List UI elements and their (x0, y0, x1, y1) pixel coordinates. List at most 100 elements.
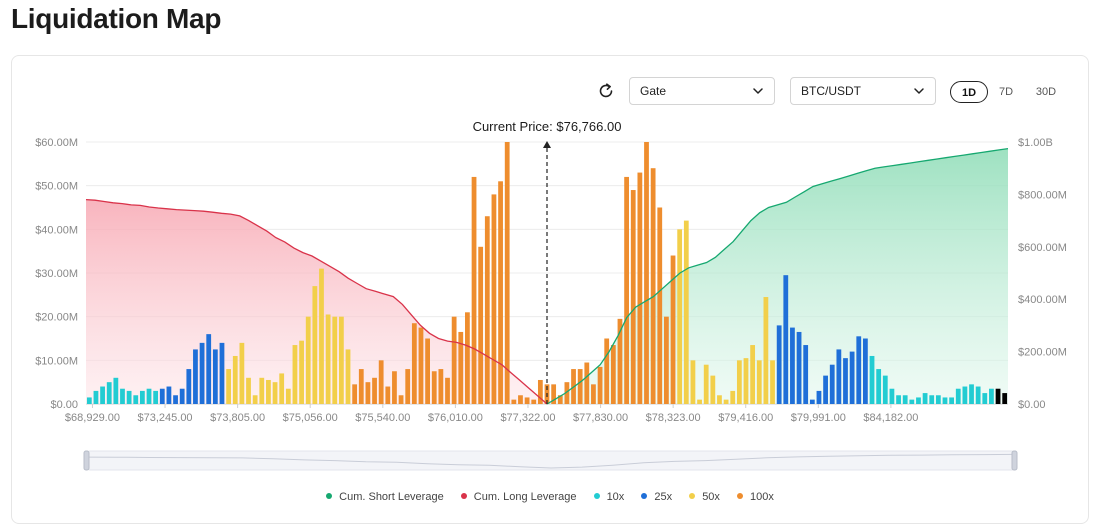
bar-100x (591, 384, 596, 404)
bar-100x (418, 327, 424, 404)
bar-100x (617, 318, 623, 404)
bar-100x (484, 216, 490, 404)
bar-50x (272, 382, 278, 404)
leverage-bars (86, 142, 1008, 404)
bar-10x (133, 395, 139, 404)
bar-50x (756, 360, 762, 404)
x-tick-label: $77,830.00 (573, 412, 628, 424)
bar-10x (909, 399, 915, 404)
bar-10x (942, 397, 948, 404)
bar-100x (465, 312, 470, 404)
bar-10x (962, 386, 968, 404)
x-tick-label: $75,056.00 (283, 412, 338, 424)
bar-10x (982, 393, 988, 404)
bar-50x (312, 286, 318, 404)
bar-10x (93, 390, 99, 404)
cum-short-area (547, 148, 1008, 404)
bar-50x (703, 364, 709, 404)
bar-10x (949, 397, 955, 404)
bar-50x (299, 340, 304, 404)
bar-10x (876, 369, 882, 404)
y-right-tick-label: $800.00M (1018, 189, 1067, 201)
bar-50x (252, 395, 258, 404)
exchange-select-value: Gate (640, 84, 667, 98)
legend-cum-short[interactable]: Cum. Short Leverage (326, 491, 444, 503)
page-title: Liquidation Map (11, 3, 222, 34)
zoom-slider-right-handle[interactable] (1011, 450, 1018, 471)
bar-50x (285, 388, 291, 404)
legend-25x[interactable]: 25x (641, 491, 672, 503)
bar-50x (259, 377, 265, 404)
bar-10x (989, 388, 994, 404)
y-left-tick-label: $60.00M (35, 137, 78, 149)
bar-100x (498, 181, 503, 404)
bar-10x (106, 382, 112, 404)
zoom-slider-left-handle[interactable] (83, 450, 90, 471)
bar-50x (683, 220, 689, 404)
y-right-tick-label: $200.00M (1018, 347, 1067, 359)
bar-100x (445, 377, 450, 404)
bar-50x (246, 377, 251, 404)
bar-25x (776, 325, 782, 404)
bar-undefinedx (1002, 393, 1008, 404)
bar-50x (292, 345, 298, 404)
timeframe-1d-button[interactable]: 1D (950, 81, 988, 103)
bar-25x (863, 338, 868, 404)
legend-100x[interactable]: 100x (737, 491, 774, 503)
pair-select-value: BTC/USDT (801, 84, 861, 98)
legend-10x-label: 10x (606, 491, 625, 503)
bar-10x (126, 390, 132, 404)
bar-25x (816, 390, 822, 404)
bar-50x (279, 373, 285, 404)
bar-100x (504, 142, 510, 404)
bar-100x (372, 377, 377, 404)
bar-100x (557, 395, 563, 404)
legend-50x[interactable]: 50x (689, 491, 720, 503)
bar-25x (790, 327, 795, 404)
bar-10x (153, 390, 159, 404)
bar-50x (677, 229, 683, 404)
legend-cum-long[interactable]: Cum. Long Leverage (460, 491, 577, 503)
bar-25x (179, 388, 185, 404)
legend-25x-label: 25x (654, 491, 673, 503)
pair-select[interactable]: BTC/USDT (790, 77, 936, 105)
current-price-annotation: Current Price: $76,766.00 (473, 119, 622, 134)
bar-100x (597, 366, 603, 404)
bar-50x (345, 349, 351, 404)
bar-10x (975, 386, 981, 404)
refresh-icon[interactable] (596, 81, 616, 101)
y-left-tick-label: $0.00 (50, 399, 78, 411)
bar-25x (206, 334, 212, 404)
bar-50x (770, 360, 775, 404)
timeframe-7d-button[interactable]: 7D (998, 86, 1014, 98)
bar-100x (537, 379, 543, 404)
bar-25x (783, 275, 789, 404)
zoom-slider[interactable] (83, 450, 1018, 471)
bar-undefinedx (995, 388, 1001, 404)
bar-100x (405, 369, 411, 404)
bar-100x (630, 190, 636, 404)
bar-25x (856, 336, 862, 404)
bar-50x (690, 360, 696, 404)
y-left-tick-label: $40.00M (35, 224, 78, 236)
bar-25x (159, 388, 165, 404)
bar-50x (697, 399, 702, 404)
x-tick-label: $75,540.00 (355, 412, 410, 424)
bar-50x (239, 342, 245, 404)
exchange-select[interactable]: Gate (629, 77, 775, 105)
bar-50x (736, 360, 742, 404)
legend-10x[interactable]: 10x (593, 491, 625, 503)
timeframe-30d-button[interactable]: 30D (1035, 86, 1057, 98)
bar-50x (730, 390, 736, 404)
bar-100x (451, 316, 457, 404)
x-tick-label: $76,010.00 (428, 412, 483, 424)
bar-25x (803, 345, 809, 404)
y-right-tick-label: $1.00B (1018, 137, 1053, 149)
bar-100x (610, 345, 616, 404)
y-right-tick-label: $400.00M (1018, 294, 1067, 306)
bar-10x (935, 395, 941, 404)
bar-50x (717, 395, 722, 404)
x-tick-label: $78,323.00 (646, 412, 701, 424)
bar-10x (955, 388, 961, 404)
x-tick-label: $84,182.00 (863, 412, 918, 424)
